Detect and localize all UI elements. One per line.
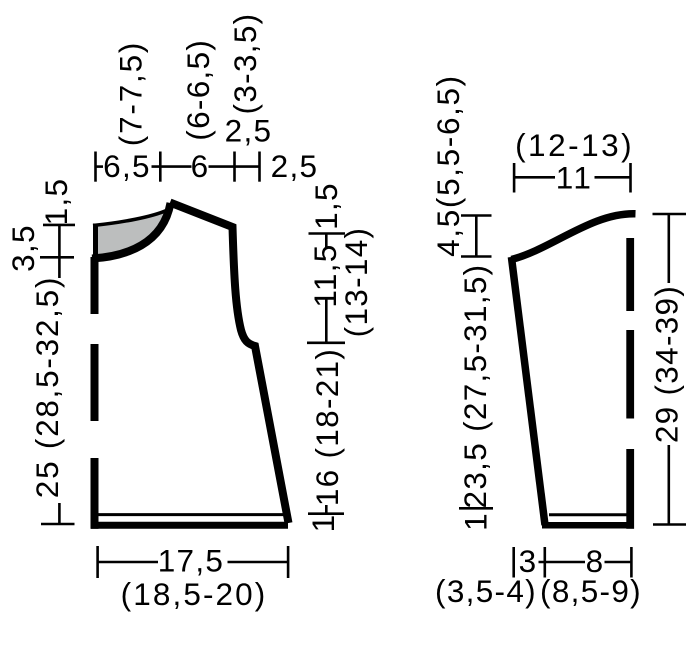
- svg-text:1,5: 1,5: [38, 178, 74, 226]
- svg-text:(8,5-9): (8,5-9): [540, 573, 642, 609]
- svg-text:1: 1: [458, 512, 494, 531]
- svg-text:11,5: 11,5: [307, 243, 343, 307]
- svg-text:(7-7,5): (7-7,5): [113, 41, 149, 146]
- svg-text:11: 11: [556, 160, 594, 196]
- svg-text:16 (18-21): 16 (18-21): [309, 348, 345, 506]
- svg-text:17,5: 17,5: [158, 543, 225, 579]
- svg-text:(3-3,5): (3-3,5): [227, 13, 263, 115]
- svg-text:3,5: 3,5: [5, 224, 41, 272]
- svg-text:23,5 (27,5-31,5): 23,5 (27,5-31,5): [457, 264, 493, 509]
- svg-text:8: 8: [586, 543, 605, 579]
- svg-text:(18,5-20): (18,5-20): [121, 576, 268, 612]
- svg-text:2,5: 2,5: [271, 148, 319, 184]
- svg-text:6,5: 6,5: [103, 148, 151, 184]
- svg-text:1: 1: [305, 514, 341, 533]
- svg-text:3: 3: [519, 543, 538, 579]
- svg-text:25 (28,5-32,5): 25 (28,5-32,5): [29, 276, 65, 498]
- svg-text:(12-13): (12-13): [515, 127, 634, 163]
- svg-text:4,5(5,5-6,5): 4,5(5,5-6,5): [430, 74, 466, 257]
- svg-text:(13-14): (13-14): [338, 227, 374, 338]
- svg-text:6: 6: [191, 148, 210, 184]
- svg-text:2,5: 2,5: [225, 113, 273, 149]
- svg-text:29 (34-39): 29 (34-39): [649, 285, 685, 443]
- svg-text:(6-6,5): (6-6,5): [180, 39, 216, 141]
- svg-text:(3,5-4): (3,5-4): [435, 573, 537, 609]
- svg-text:1,5: 1,5: [308, 182, 344, 230]
